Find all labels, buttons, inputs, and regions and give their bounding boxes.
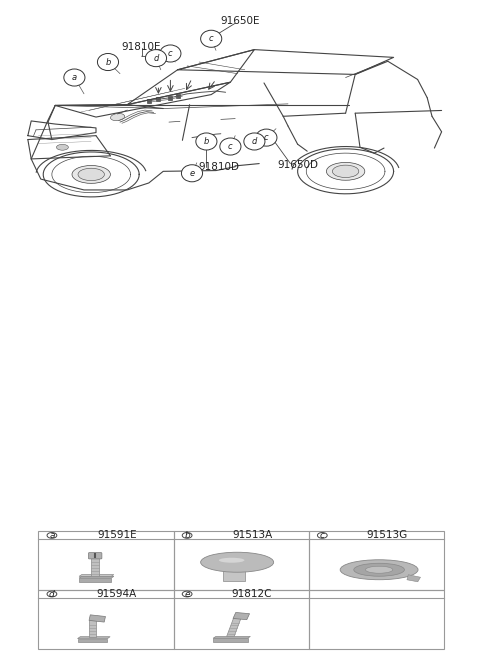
Ellipse shape (219, 558, 244, 563)
Ellipse shape (365, 566, 393, 573)
Polygon shape (79, 576, 114, 578)
Circle shape (196, 133, 217, 150)
Text: d: d (153, 54, 159, 62)
Polygon shape (213, 637, 251, 638)
Text: b: b (204, 137, 209, 146)
Circle shape (97, 53, 119, 70)
Circle shape (181, 165, 203, 182)
Bar (38, 590, 174, 648)
Text: e: e (190, 169, 194, 178)
Circle shape (182, 533, 192, 538)
Bar (174, 590, 309, 648)
Polygon shape (233, 612, 250, 620)
Bar (89, 620, 96, 637)
Ellipse shape (332, 165, 359, 177)
Text: 91594A: 91594A (96, 589, 137, 599)
Polygon shape (227, 618, 241, 637)
Ellipse shape (110, 114, 125, 121)
Bar (309, 532, 444, 590)
Text: c: c (264, 133, 269, 142)
Circle shape (47, 533, 57, 538)
Ellipse shape (57, 145, 69, 150)
Text: b: b (184, 531, 190, 540)
Text: c: c (228, 142, 233, 151)
Circle shape (201, 30, 222, 47)
Circle shape (145, 50, 167, 66)
Ellipse shape (326, 162, 365, 180)
Text: a: a (49, 531, 55, 540)
Circle shape (182, 591, 192, 597)
Text: a: a (72, 73, 77, 82)
Polygon shape (78, 639, 108, 643)
Ellipse shape (78, 168, 105, 181)
Text: 91513A: 91513A (232, 530, 272, 541)
Ellipse shape (72, 166, 110, 183)
Polygon shape (89, 615, 106, 622)
Circle shape (47, 591, 57, 597)
Ellipse shape (201, 553, 274, 572)
Circle shape (244, 133, 265, 150)
Circle shape (160, 45, 181, 62)
Text: 91650E: 91650E (220, 16, 260, 26)
Polygon shape (213, 638, 248, 643)
Text: 91591E: 91591E (97, 530, 137, 541)
Circle shape (220, 138, 241, 155)
Text: c: c (320, 531, 325, 540)
Bar (38, 532, 174, 590)
Text: d: d (49, 589, 55, 599)
Polygon shape (224, 567, 245, 581)
Ellipse shape (354, 563, 405, 576)
Polygon shape (79, 578, 111, 582)
Bar (174, 532, 309, 590)
Bar (309, 590, 444, 648)
Text: 91513G: 91513G (367, 530, 408, 541)
Circle shape (256, 129, 277, 146)
Ellipse shape (212, 566, 263, 569)
Text: 91812C: 91812C (232, 589, 272, 599)
Circle shape (64, 69, 85, 86)
Polygon shape (78, 637, 110, 639)
Text: c: c (209, 34, 214, 43)
Ellipse shape (340, 560, 418, 579)
Polygon shape (407, 575, 420, 582)
Bar (92, 558, 99, 576)
Text: b: b (105, 58, 111, 66)
Text: 91810D: 91810D (198, 162, 239, 171)
Text: d: d (252, 137, 257, 146)
Text: 91810E: 91810E (122, 41, 161, 51)
FancyBboxPatch shape (88, 553, 102, 559)
Text: 91650D: 91650D (277, 160, 318, 170)
Circle shape (317, 533, 327, 538)
Text: c: c (168, 49, 173, 58)
Text: e: e (184, 589, 190, 599)
Polygon shape (79, 575, 114, 576)
